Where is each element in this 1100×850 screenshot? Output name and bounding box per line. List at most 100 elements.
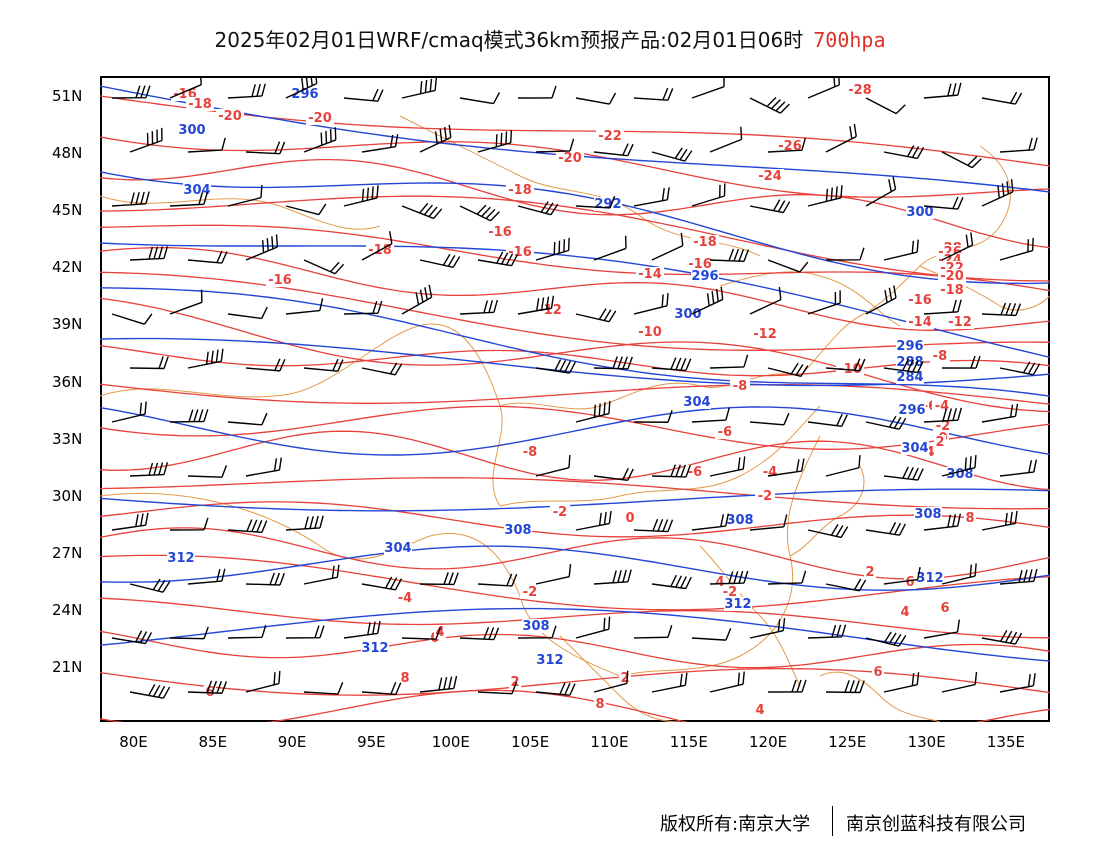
temperature-label: -4 bbox=[398, 591, 412, 606]
wind-barb bbox=[767, 570, 807, 585]
temperature-label-bg bbox=[216, 109, 244, 123]
wind-barb bbox=[825, 680, 865, 694]
wind-barb bbox=[691, 628, 732, 641]
height-label: 304 bbox=[901, 441, 928, 456]
lat-tick-label: 39N bbox=[52, 315, 83, 334]
temperature-label: -2 bbox=[523, 585, 537, 600]
height-label: 284 bbox=[896, 370, 923, 385]
wind-barb bbox=[187, 348, 224, 369]
temperature-contour bbox=[100, 246, 1050, 332]
wind-barb bbox=[303, 682, 344, 695]
wind-barb bbox=[111, 512, 149, 531]
temperature-label: -16 bbox=[688, 257, 712, 272]
temperature-label-bg bbox=[946, 315, 974, 329]
wind-barb bbox=[749, 286, 782, 315]
temperature-contour bbox=[100, 689, 1050, 722]
temperature-label: -6 bbox=[688, 465, 702, 480]
wind-barb bbox=[459, 204, 500, 222]
province-boundary bbox=[719, 271, 901, 327]
wind-barb bbox=[883, 239, 919, 261]
temperature-contour bbox=[100, 554, 1050, 611]
temperature-contour bbox=[100, 630, 1050, 669]
wind-barb bbox=[941, 355, 981, 369]
weather-map[interactable]: -16-18-20 -20-22-20-28-26-24-18-16-18 -16-… bbox=[100, 76, 1050, 722]
temperature-label-bg bbox=[899, 605, 911, 619]
height-label-bg bbox=[361, 641, 389, 655]
wind-barb bbox=[535, 455, 571, 477]
wind-barb bbox=[749, 514, 788, 531]
temperature-label: 0 bbox=[625, 511, 634, 526]
height-label-bg bbox=[691, 269, 719, 283]
temperature-label-bg bbox=[864, 565, 876, 579]
height-label-bg bbox=[674, 307, 702, 321]
wind-barb bbox=[807, 624, 847, 639]
wind-barb bbox=[709, 671, 745, 693]
wind-barb bbox=[981, 403, 1019, 423]
wind-barb bbox=[691, 183, 726, 207]
wind-barb bbox=[865, 97, 906, 115]
height-label: 312 bbox=[536, 653, 563, 668]
temperature-label: -16 bbox=[508, 245, 532, 260]
wind-barb bbox=[651, 357, 692, 372]
wind-barb bbox=[517, 625, 557, 639]
wind-barb bbox=[825, 455, 861, 477]
temperature-label: -22 bbox=[598, 129, 622, 144]
wind-barb bbox=[245, 141, 286, 155]
temperature-label-bg bbox=[755, 489, 775, 503]
temperature-label-bg bbox=[932, 399, 952, 413]
temperature-label-bg bbox=[686, 257, 714, 271]
wind-barb bbox=[691, 513, 730, 531]
lon-tick-label: 130E bbox=[907, 733, 946, 751]
wind-barb bbox=[303, 358, 344, 372]
wind-barb bbox=[593, 235, 627, 261]
wind-barb bbox=[923, 82, 962, 99]
wind-barb bbox=[459, 627, 500, 641]
temperature-label-bg bbox=[399, 671, 411, 685]
temperature-label-bg bbox=[624, 511, 636, 525]
wind-barb bbox=[999, 568, 1038, 585]
wind-barb bbox=[691, 76, 725, 99]
province-boundary bbox=[819, 671, 941, 722]
temperature-label-bg bbox=[685, 465, 705, 479]
wind-barb bbox=[981, 629, 1023, 645]
height-label: 304 bbox=[384, 541, 411, 556]
height-label: 308 bbox=[914, 507, 941, 522]
wind-barb bbox=[767, 679, 807, 693]
temperature-label-bg bbox=[186, 97, 214, 111]
temperature-label: 8 bbox=[965, 511, 974, 526]
lon-tick-label: 80E bbox=[119, 733, 148, 751]
wind-barb bbox=[981, 91, 1023, 105]
temperature-label: -28 bbox=[848, 83, 872, 98]
wind-barb bbox=[575, 400, 611, 423]
lon-tick-label: 100E bbox=[431, 733, 470, 751]
wind-barb bbox=[865, 176, 897, 207]
temperature-label-bg bbox=[550, 505, 570, 519]
wind-barb bbox=[807, 185, 843, 207]
wind-barb bbox=[227, 412, 268, 426]
wind-barb bbox=[245, 572, 285, 586]
temperature-contour bbox=[100, 345, 1050, 377]
wind-barb bbox=[419, 253, 461, 268]
lon-tick-label: 85E bbox=[198, 733, 228, 751]
wind-barb bbox=[343, 620, 381, 639]
wind-barb bbox=[633, 87, 674, 101]
temperature-label: -4 bbox=[763, 465, 777, 480]
height-label: 296 bbox=[896, 339, 923, 354]
temperature-label-bg bbox=[486, 225, 514, 239]
temperature-label: -4 bbox=[935, 399, 949, 414]
lon-tick-label: 135E bbox=[986, 733, 1025, 751]
wind-barb bbox=[593, 143, 634, 157]
wind-barb bbox=[749, 412, 790, 426]
temperature-label: 2 bbox=[620, 671, 629, 686]
wind-barb bbox=[129, 578, 171, 593]
wind-barb bbox=[535, 359, 576, 374]
lon-tick-label: 125E bbox=[828, 733, 867, 751]
wind-barb bbox=[593, 569, 632, 585]
temperature-contour bbox=[100, 527, 1050, 580]
temperature-contour bbox=[100, 297, 1050, 413]
wind-barb bbox=[477, 251, 519, 267]
height-label-bg bbox=[896, 370, 924, 384]
wind-barb bbox=[361, 134, 399, 153]
wind-barb bbox=[865, 522, 907, 536]
temperature-label-bg bbox=[596, 129, 624, 143]
